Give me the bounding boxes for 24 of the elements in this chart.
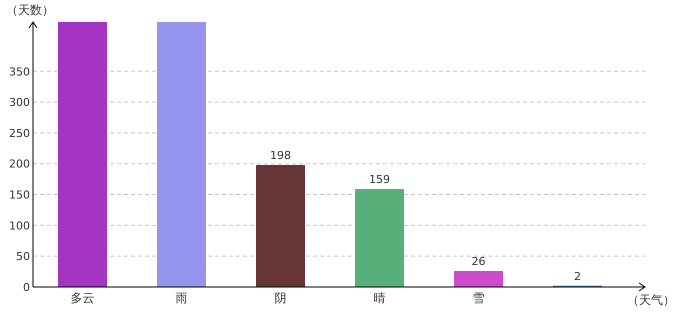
y-tick-label: 0 bbox=[23, 281, 30, 294]
bar bbox=[58, 22, 107, 287]
y-tick-label: 200 bbox=[9, 158, 30, 171]
x-tick-label: 多云 bbox=[70, 291, 94, 305]
data-label: 26 bbox=[472, 254, 486, 268]
bar bbox=[454, 270, 503, 287]
x-tick-label: 雨 bbox=[176, 291, 188, 305]
x-tick-label: 晴 bbox=[374, 291, 386, 305]
y-tick-label: 50 bbox=[16, 250, 30, 264]
data-label: 159 bbox=[369, 173, 390, 186]
x-tick-label: 阴 bbox=[274, 291, 286, 305]
data-label: 2 bbox=[574, 270, 581, 283]
y-axis-title: （天数） bbox=[6, 3, 54, 17]
y-tick-label: 250 bbox=[9, 126, 30, 140]
x-tick-label: 雪 bbox=[472, 291, 484, 305]
data-label: 198 bbox=[270, 148, 291, 162]
y-tick-label: 350 bbox=[9, 65, 30, 78]
bar bbox=[157, 22, 206, 287]
y-tick-label: 150 bbox=[9, 188, 30, 202]
bar bbox=[355, 189, 404, 287]
y-tick-label: 100 bbox=[9, 219, 30, 232]
bar bbox=[256, 164, 305, 287]
y-tick-label: 300 bbox=[9, 96, 30, 110]
x-axis-title: （天气） bbox=[627, 293, 675, 307]
